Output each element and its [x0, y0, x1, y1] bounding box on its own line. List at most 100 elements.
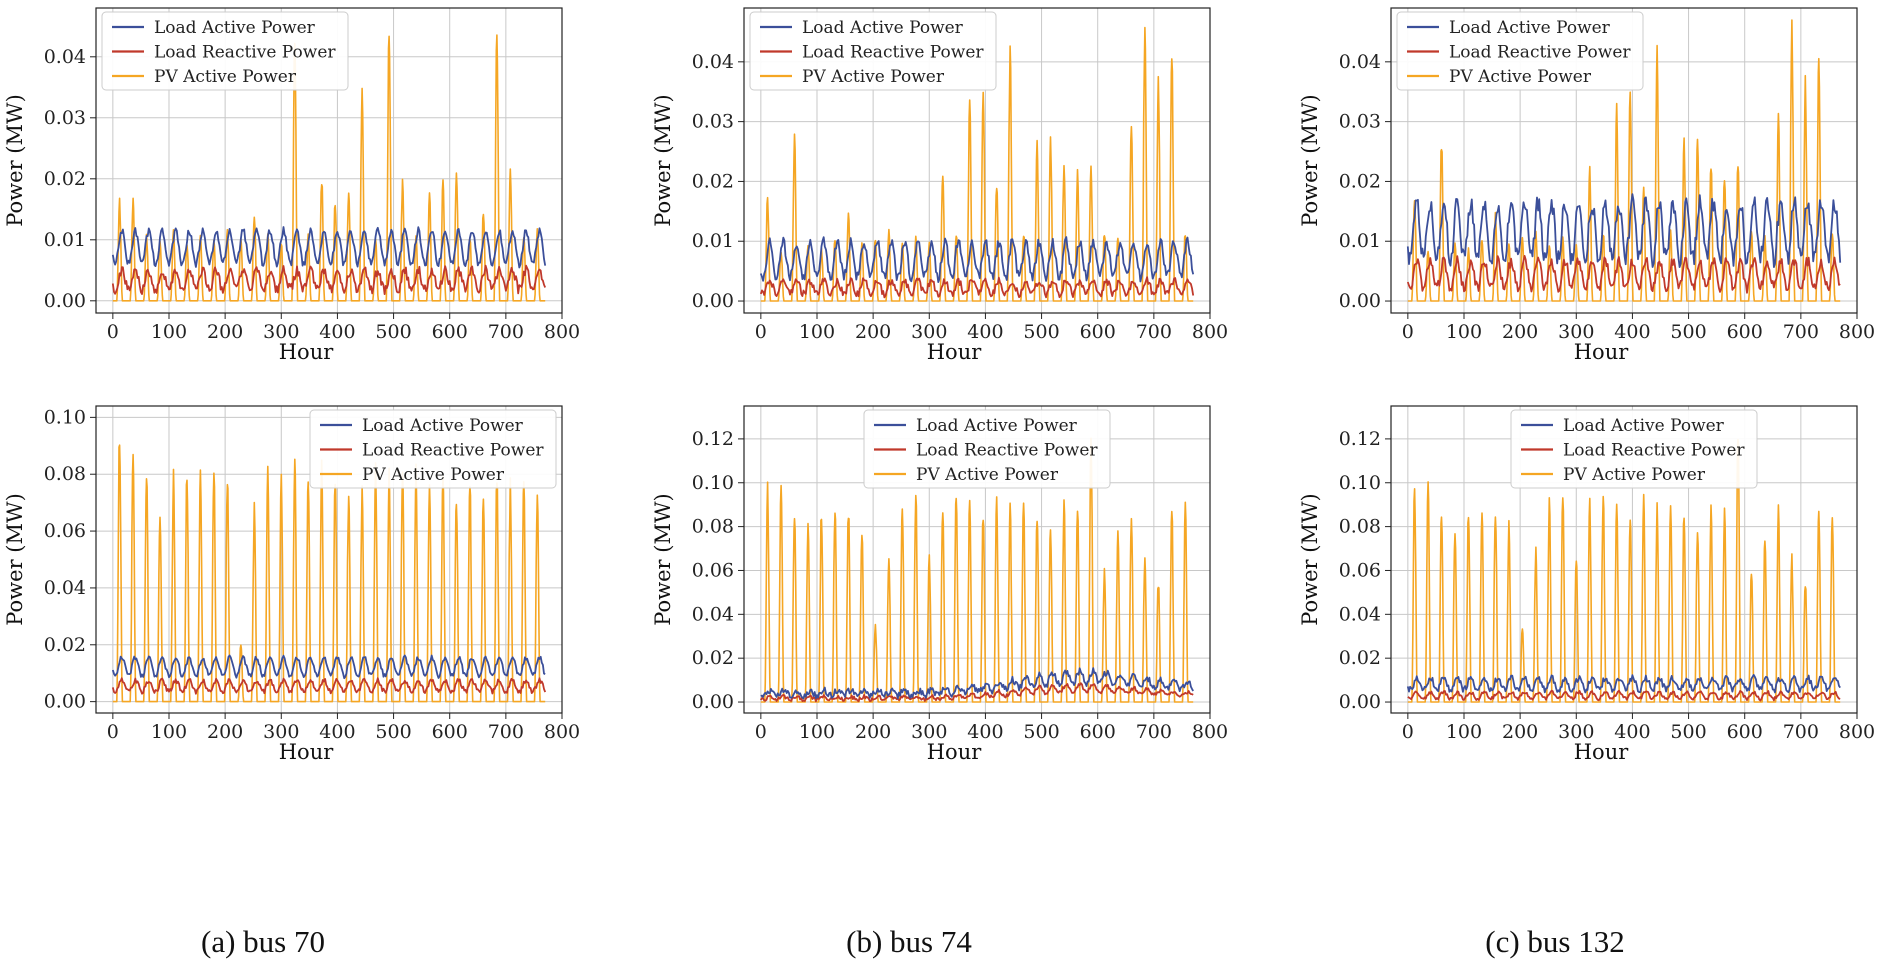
caption-bus-132: (c) bus 132 [1485, 924, 1624, 959]
legend-label-load-active: Load Active Power [1563, 416, 1725, 436]
y-tick-label: 0.04 [44, 46, 86, 68]
legend-label-load-reactive: Load Reactive Power [362, 441, 544, 461]
y-axis-label: Power (MW) [1298, 493, 1322, 626]
y-tick-label: 0.03 [44, 107, 86, 129]
legend-label-pv-active: PV Active Power [362, 465, 505, 485]
y-tick-label: 0.04 [1339, 51, 1381, 73]
x-axis-label: Hour [279, 340, 334, 364]
x-tick-label: 600 [1080, 321, 1116, 343]
x-tick-label: 300 [911, 721, 947, 743]
x-axis-label: Hour [279, 740, 334, 764]
x-tick-label: 400 [1614, 321, 1650, 343]
y-tick-label: 0.02 [1339, 647, 1381, 669]
plot-frame [743, 7, 1211, 314]
legend: Load Active Power Load Reactive Power PV A… [1396, 11, 1644, 91]
y-axis-label: Power (MW) [651, 94, 675, 227]
series-line-load-reactive [1406, 255, 1841, 294]
y-tick-label: 0.08 [692, 516, 734, 538]
x-tick-label: 500 [375, 721, 411, 743]
x-tick-label: 0 [755, 321, 767, 343]
y-tick-label: 0.12 [692, 428, 734, 450]
legend: Load Active Power Load Reactive Power PV A… [101, 11, 349, 91]
y-tick-label: 0.00 [1339, 290, 1381, 312]
legend-label-load-active: Load Active Power [1449, 18, 1611, 38]
plot-frame [743, 405, 1211, 714]
y-tick-label: 0.12 [1339, 428, 1381, 450]
chart-panel-bus-74-bottom: 0 100 200 300 400 500 600 700 800 0.00 0.02 0.04 0.0… [651, 405, 1228, 764]
x-tick-label: 800 [1192, 721, 1228, 743]
series-line-pv-active [1407, 19, 1841, 302]
legend-label-load-active: Load Active Power [916, 416, 1078, 436]
legend-label-pv-active: PV Active Power [916, 465, 1059, 485]
y-tick-label: 0.10 [44, 406, 86, 428]
x-tick-label: 500 [1670, 321, 1706, 343]
x-tick-label: 800 [544, 321, 580, 343]
x-tick-label: 100 [1446, 321, 1482, 343]
x-tick-label: 800 [544, 721, 580, 743]
series-line-load-active [760, 667, 1194, 700]
x-tick-label: 800 [1839, 321, 1875, 343]
plot-frame [95, 7, 563, 314]
x-tick-label: 800 [1839, 721, 1875, 743]
y-tick-label: 0.03 [692, 111, 734, 133]
x-tick-label: 400 [1614, 721, 1650, 743]
chart-panel-bus-74-top: 0 100 200 300 400 500 600 700 800 0.00 0.01 0.02 0.0… [651, 7, 1228, 364]
x-tick-label: 300 [911, 321, 947, 343]
x-tick-label: 500 [375, 321, 411, 343]
x-tick-label: 700 [1136, 321, 1172, 343]
x-tick-label: 100 [799, 721, 835, 743]
y-tick-label: 0.00 [692, 290, 734, 312]
x-tick-label: 0 [107, 721, 119, 743]
legend-label-load-reactive: Load Reactive Power [1449, 43, 1631, 63]
series-line-load-reactive [760, 682, 1194, 703]
y-tick-label: 0.06 [44, 520, 86, 542]
legend-box [1510, 409, 1758, 489]
x-tick-label: 700 [1783, 721, 1819, 743]
series-line-load-active [111, 654, 546, 680]
x-tick-label: 600 [1080, 721, 1116, 743]
series-line-pv-active [112, 444, 546, 703]
y-tick-label: 0.00 [692, 691, 734, 713]
x-tick-label: 400 [967, 321, 1003, 343]
legend: Load Active Power Load Reactive Power PV A… [1510, 409, 1758, 489]
x-tick-label: 400 [967, 721, 1003, 743]
legend-box [101, 11, 349, 91]
series-line-load-active [1406, 674, 1841, 694]
series-line-load-reactive [1407, 689, 1841, 702]
x-tick-label: 500 [1023, 321, 1059, 343]
legend-box [1396, 11, 1644, 91]
series-line-load-reactive [111, 677, 547, 695]
x-tick-label: 700 [1783, 321, 1819, 343]
x-tick-label: 0 [1402, 321, 1414, 343]
legend-label-load-reactive: Load Reactive Power [1563, 441, 1745, 461]
x-tick-label: 0 [1402, 721, 1414, 743]
y-tick-label: 0.08 [1339, 516, 1381, 538]
x-tick-label: 500 [1670, 721, 1706, 743]
caption-bus-74: (b) bus 74 [846, 924, 972, 959]
legend: Load Active Power Load Reactive Power PV A… [749, 11, 997, 91]
legend: Load Active Power Load Reactive Power PV A… [863, 409, 1111, 489]
y-tick-label: 0.02 [44, 168, 86, 190]
x-tick-label: 400 [319, 721, 355, 743]
x-tick-label: 200 [855, 721, 891, 743]
y-axis-label: Power (MW) [3, 493, 27, 626]
legend: Load Active Power Load Reactive Power PV A… [309, 409, 557, 489]
series-line-pv-active [760, 437, 1194, 703]
y-tick-label: 0.10 [692, 472, 734, 494]
legend-label-pv-active: PV Active Power [1449, 67, 1592, 87]
x-tick-label: 100 [151, 321, 187, 343]
series-line-load-reactive [759, 276, 1195, 299]
y-tick-label: 0.01 [1339, 230, 1381, 252]
series-line-load-active [1406, 193, 1842, 268]
chart-panel-bus-70-bottom: 0 100 200 300 400 500 600 700 800 0.00 0.02 0.04 0.0… [3, 405, 580, 764]
x-tick-label: 100 [1446, 721, 1482, 743]
x-tick-label: 0 [107, 321, 119, 343]
plot-frame [1390, 405, 1858, 714]
y-tick-label: 0.04 [692, 603, 734, 625]
x-tick-label: 100 [799, 321, 835, 343]
legend-label-pv-active: PV Active Power [802, 67, 945, 87]
y-tick-label: 0.01 [44, 229, 86, 251]
x-tick-label: 600 [1727, 321, 1763, 343]
x-tick-label: 300 [263, 321, 299, 343]
